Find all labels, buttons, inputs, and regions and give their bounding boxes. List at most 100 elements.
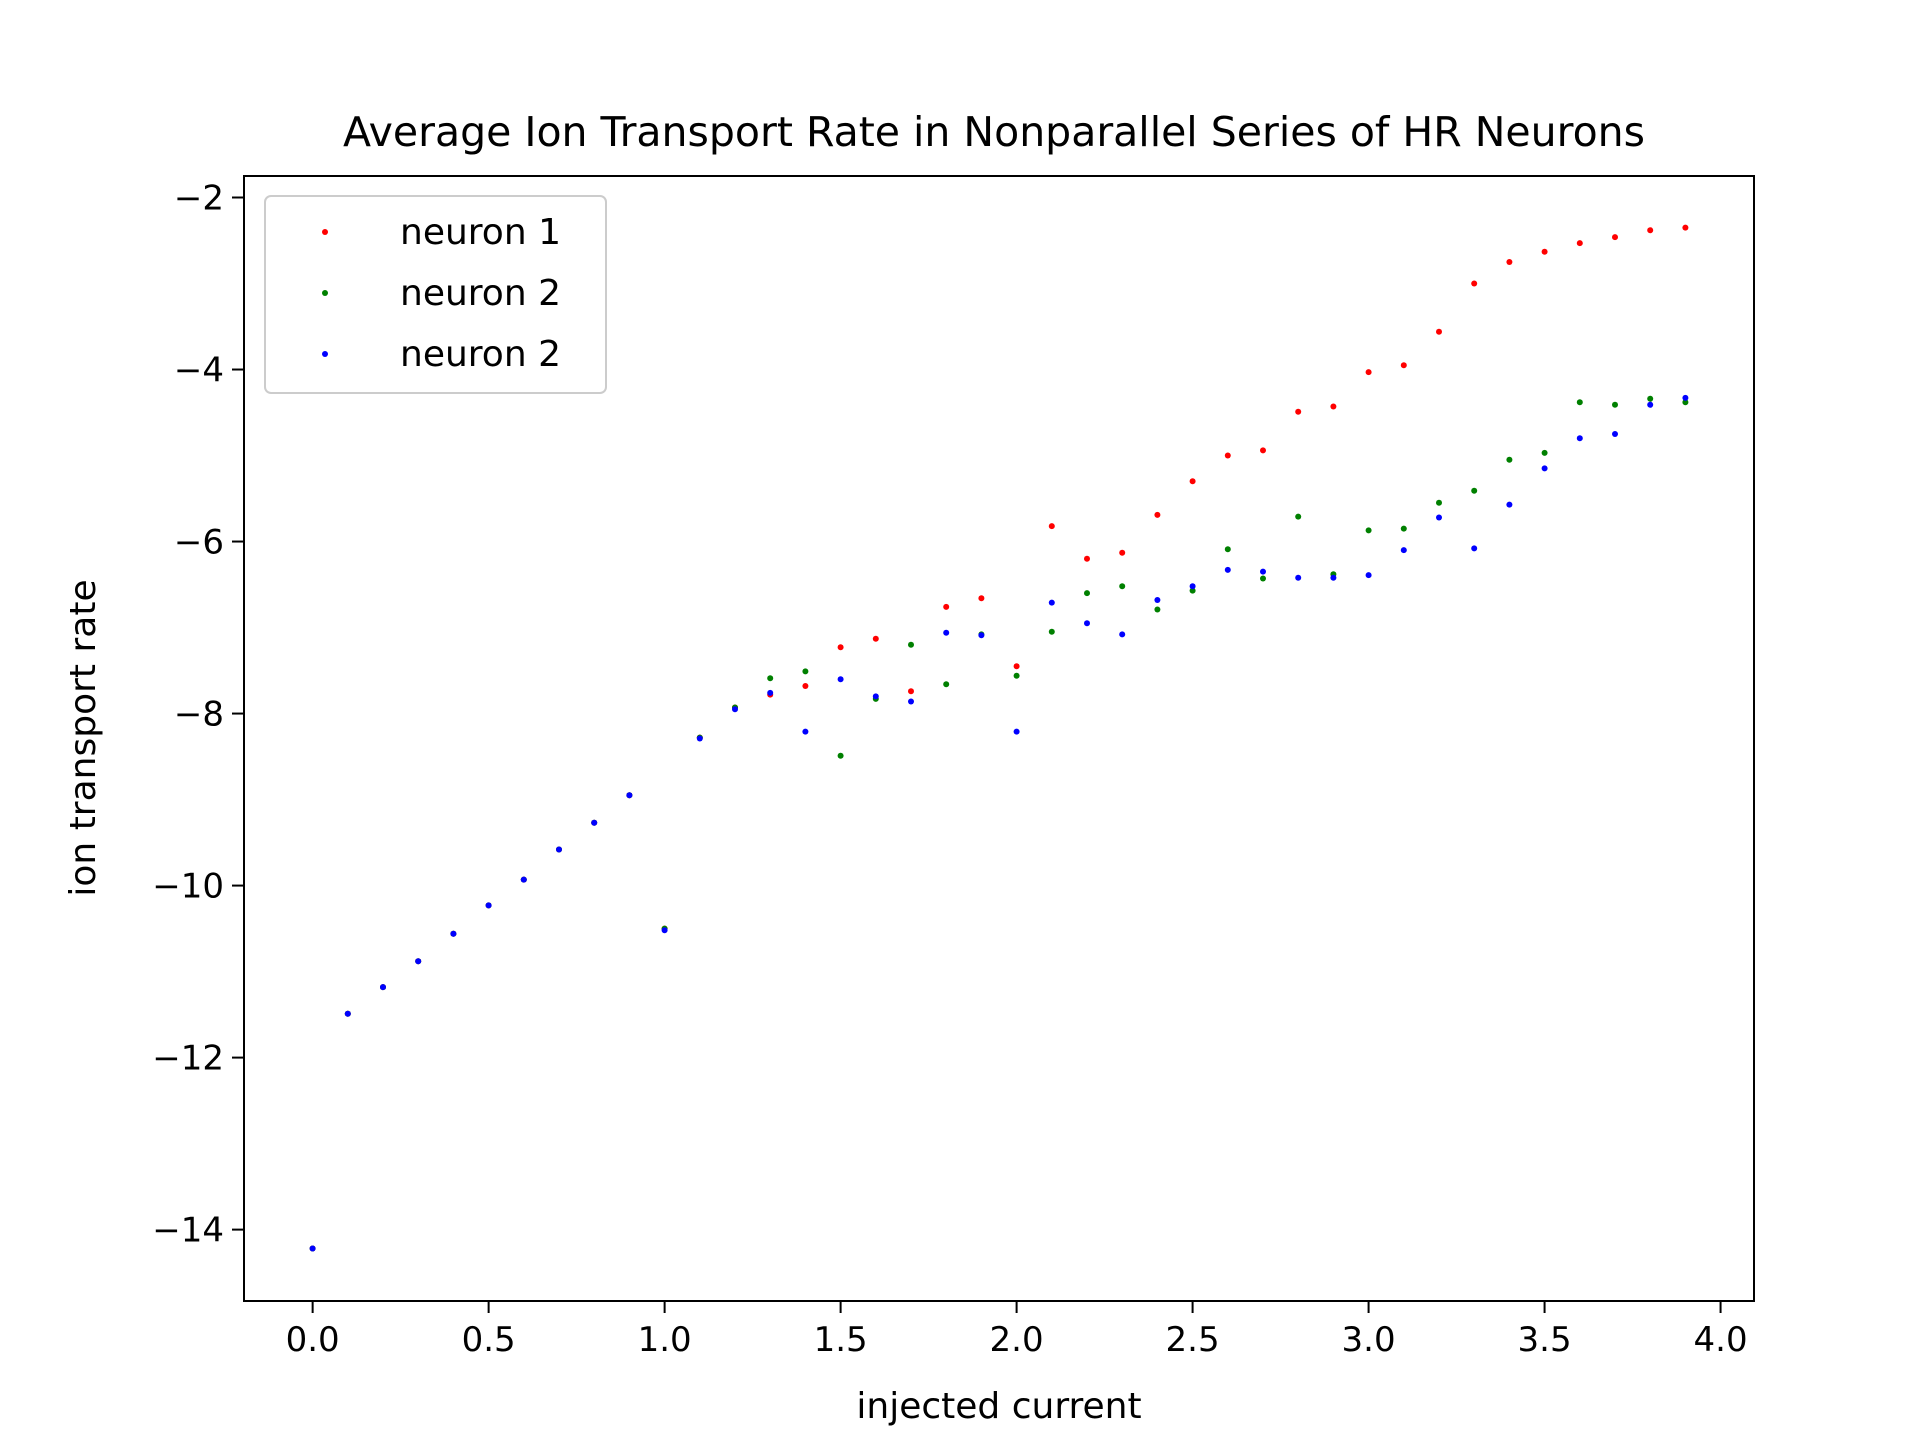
- series-2-point: [1154, 606, 1161, 613]
- series-3-point: [872, 693, 879, 700]
- series-1-point: [1260, 447, 1266, 454]
- series-2-point: [1647, 395, 1654, 402]
- y-tick-label: −2: [174, 179, 224, 219]
- series-2-point: [802, 668, 809, 675]
- series-3-point: [732, 706, 738, 713]
- y-axis-label: ion transport rate: [63, 579, 104, 896]
- series-3-point: [1436, 514, 1442, 521]
- series-3-point: [1048, 599, 1055, 606]
- series-3-point: [1682, 394, 1689, 401]
- x-tick-label: 0.0: [286, 1320, 340, 1360]
- series-3-point: [661, 927, 668, 934]
- series-1-point: [1013, 663, 1020, 670]
- y-tick-label: −6: [174, 523, 224, 563]
- chart-title: Average Ion Transport Rate in Nonparalle…: [343, 108, 1645, 156]
- x-tick-label: 2.5: [1166, 1320, 1220, 1360]
- series-3-point: [1013, 728, 1020, 735]
- series-2-point: [837, 752, 844, 759]
- series-2-point: [1119, 583, 1126, 590]
- series-3-point: [1400, 547, 1407, 554]
- series-3-point: [1506, 501, 1513, 508]
- series-1-point: [1224, 452, 1231, 459]
- series-1-point: [1576, 240, 1583, 247]
- series-3-point: [1471, 545, 1478, 552]
- series-1-point: [872, 635, 879, 642]
- legend-label-neuron-1: neuron 1: [400, 212, 561, 253]
- series-3-point: [309, 1245, 316, 1252]
- series-3-point: [556, 846, 562, 853]
- series-3-point: [1189, 583, 1196, 590]
- plot-frame: [243, 175, 1755, 1302]
- series-2-point: [1612, 401, 1618, 408]
- series-3-point: [1330, 574, 1337, 581]
- series-3-point: [591, 819, 598, 826]
- series-3-point: [908, 698, 914, 705]
- series-2-point: [1224, 546, 1231, 553]
- series-1-point: [1612, 234, 1618, 241]
- series-3-point: [1119, 631, 1126, 638]
- legend-label-neuron-2-blue: neuron 2: [400, 334, 561, 375]
- series-1-point: [1400, 362, 1407, 369]
- series-3-point: [1647, 401, 1654, 408]
- series-3-point: [1365, 572, 1372, 579]
- series-1-point: [1471, 280, 1478, 287]
- series-2-point: [1189, 587, 1196, 594]
- series-1-point: [1154, 511, 1161, 518]
- x-tick-label: 3.0: [1342, 1320, 1396, 1360]
- series-1-point: [978, 595, 985, 602]
- series-1-point: [1647, 227, 1654, 234]
- series-3-point: [485, 902, 492, 909]
- series-3-point: [1084, 620, 1090, 627]
- series-2-point: [1682, 399, 1689, 406]
- x-tick-label: 3.5: [1518, 1320, 1572, 1360]
- y-tick-label: −14: [152, 1211, 224, 1251]
- series-3-point: [1576, 435, 1583, 442]
- series-1-point: [943, 603, 950, 610]
- legend-marker-neuron-1: [322, 229, 328, 235]
- series-2-point: [1506, 456, 1513, 463]
- series-3-point: [1295, 574, 1302, 581]
- series-1-point: [1189, 478, 1196, 485]
- series-1-point: [1682, 224, 1689, 231]
- series-2-point: [767, 675, 774, 682]
- series-3-point: [978, 632, 985, 639]
- series-3-point: [520, 876, 527, 883]
- x-tick-label: 1.5: [814, 1320, 868, 1360]
- y-axis-ticks: −14 −12 −10 −8 −6 −4 −2: [152, 179, 244, 1251]
- series-1-point: [1048, 523, 1055, 530]
- y-tick-label: −10: [152, 867, 224, 907]
- series-1-point: [1330, 403, 1337, 410]
- series-2-point: [908, 641, 914, 648]
- series-3-point: [1612, 431, 1618, 437]
- series-3-point: [380, 984, 386, 991]
- series-2-point: [1541, 449, 1548, 456]
- series-2-point: [1013, 672, 1020, 679]
- series-3-point: [1224, 566, 1231, 573]
- series-1-point: [802, 683, 809, 689]
- series-2-point: [1365, 527, 1372, 534]
- series-1-point: [1506, 259, 1513, 265]
- legend-marker-neuron-2-blue: [322, 351, 328, 357]
- series-3-point: [943, 629, 950, 636]
- series-1-point: [1084, 555, 1090, 562]
- series-3-point: [344, 1010, 351, 1017]
- series-2-point: [1576, 399, 1583, 406]
- legend-label-neuron-2-green: neuron 2: [400, 273, 561, 314]
- series-1-point: [837, 644, 844, 651]
- series-3-point: [1541, 465, 1548, 472]
- series-1-point: [1436, 328, 1442, 335]
- legend: neuron 1 neuron 2 neuron 2: [264, 195, 607, 394]
- series-1-point: [1365, 369, 1372, 376]
- series-3-point: [415, 958, 422, 965]
- y-tick-label: −8: [174, 695, 224, 735]
- y-tick-label: −12: [152, 1039, 224, 1079]
- series-3-point: [450, 930, 457, 937]
- series-3-point: [837, 676, 844, 683]
- series-2-point: [1295, 513, 1302, 520]
- x-axis-ticks: 0.0 0.5 1.0 1.5 2.0 2.5 3.0 3.5 4.0: [286, 1301, 1748, 1360]
- series-2-point: [943, 681, 950, 688]
- series-3-point: [626, 792, 633, 799]
- legend-marker-neuron-2-green: [322, 290, 328, 296]
- series-3-point: [767, 689, 774, 696]
